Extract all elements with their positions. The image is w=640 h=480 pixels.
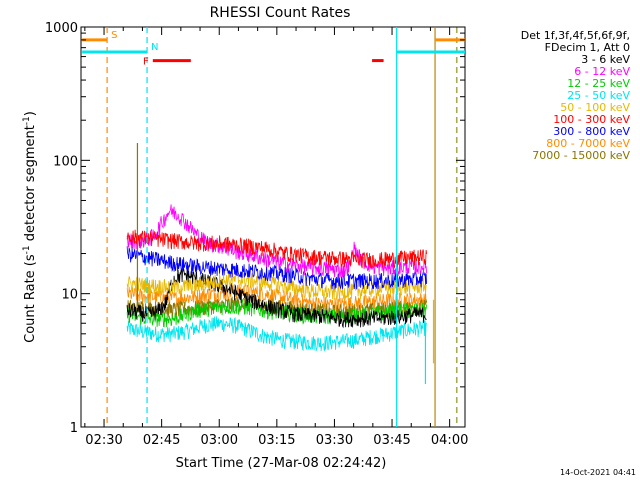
legend-entry: 6 - 12 keV (574, 65, 630, 78)
flag-label: F (143, 57, 149, 68)
y-label-part: Count Rate (s (23, 254, 38, 343)
flag-label: S (111, 30, 117, 41)
plot-frame (80, 26, 466, 428)
x-tick-label: 03:15 (258, 433, 295, 448)
footer-date: 14-Oct-2021 04:41 (560, 468, 636, 477)
y-axis-label: Count Rate (s-1 detector segment-1) (22, 111, 38, 343)
legend-header-line: Det 1f,3f,4f,5f,6f,9f, (521, 29, 630, 42)
chart-title: RHESSI Count Rates (210, 5, 351, 21)
legend-header-line: FDecim 1, Att 0 (545, 41, 630, 54)
y-label-part: detector segment (23, 125, 38, 245)
legend: Det 1f,3f,4f,5f,6f,9f, FDecim 1, Att 0 3… (521, 29, 631, 162)
legend-entry: 800 - 7000 keV (546, 137, 630, 150)
legend-entry: 100 - 300 keV (553, 113, 630, 126)
legend-entry: 3 - 6 keV (581, 53, 630, 66)
flag-label: N (151, 42, 158, 53)
legend-entry: 25 - 50 keV (567, 89, 630, 102)
series-line (126, 229, 427, 269)
y-label-exp: -1 (22, 245, 32, 254)
x-tick-label: 04:00 (431, 433, 468, 448)
annotation-layer: S NF (82, 27, 465, 427)
x-tick-label: 03:45 (373, 433, 410, 448)
y-label-part: ) (23, 111, 38, 116)
y-label-exp: -1 (22, 116, 32, 125)
legend-entry: 12 - 25 keV (567, 77, 630, 90)
x-tick-label: 03:00 (201, 433, 238, 448)
series-line (126, 272, 427, 301)
series-line (126, 316, 427, 352)
y-tick-label: 10 (61, 288, 78, 303)
series-line (126, 299, 427, 328)
series-layer (126, 204, 427, 352)
legend-entry: 7000 - 15000 keV (532, 149, 630, 162)
legend-entry: 300 - 800 keV (553, 125, 630, 138)
x-tick-label: 02:45 (143, 433, 180, 448)
x-axis-label: Start Time (27-Mar-08 02:24:42) (176, 456, 387, 471)
legend-entry: 50 - 100 keV (560, 101, 630, 114)
series-line (126, 246, 427, 290)
axis-layer: 02:30 02:45 03:00 03:15 03:30 03:45 04:00 1 10 10… (45, 21, 468, 448)
y-tick-label: 1000 (45, 21, 78, 36)
y-tick-label: 100 (53, 154, 78, 169)
x-tick-label: 02:30 (85, 433, 122, 448)
x-tick-label: 03:30 (316, 433, 353, 448)
y-tick-label: 1 (70, 421, 78, 436)
